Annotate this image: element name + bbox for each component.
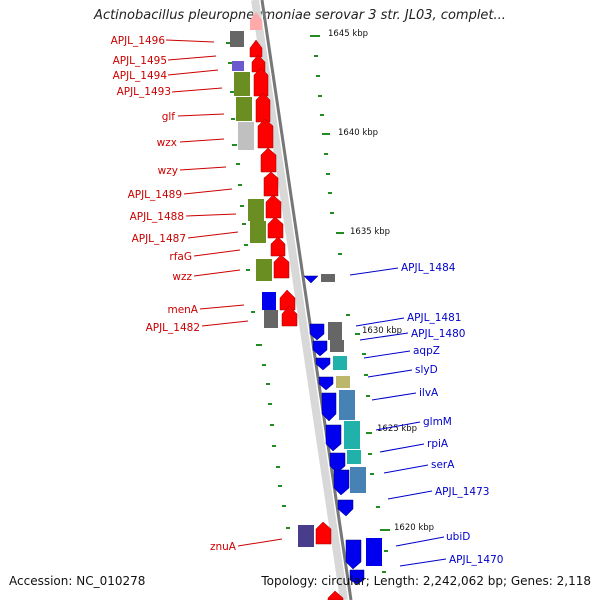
gene-label: serA	[431, 459, 455, 471]
accession-text: Accession: NC_010278	[9, 574, 146, 588]
forward-gene-arrows	[249, 39, 344, 600]
forward-gene-label-texts: APJL_1496 APJL_1495 APJL_1494 APJL_1493 …	[111, 35, 237, 553]
gene-label: rfaG	[169, 251, 192, 263]
forward-gene-labels	[165, 39, 283, 547]
gene-label: wzz	[172, 271, 192, 283]
gene-label: APJL_1487	[132, 233, 186, 245]
gene-label: APJL_1496	[111, 35, 166, 47]
gene-label: wzx	[157, 137, 177, 149]
tick-label: 1620 kbp	[394, 523, 434, 533]
map-title: Actinobacillus pleuropneumoniae serovar …	[94, 8, 506, 23]
gene-label: APJL_1481	[407, 312, 461, 324]
function-boxes-reverse	[321, 274, 382, 566]
gene-label: ubiD	[446, 531, 470, 543]
gene-label: APJL_1480	[411, 328, 465, 340]
gene-label: APJL_1493	[117, 86, 171, 98]
gene-label: ilvA	[419, 387, 439, 399]
gene-label: znuA	[210, 541, 237, 553]
gene-label: APJL_1473	[435, 486, 489, 498]
gene-label: glf	[162, 111, 176, 123]
gene-label: slyD	[415, 364, 438, 376]
gene-label: APJL_1470	[449, 554, 503, 566]
gene-label: APJL_1494	[113, 70, 168, 82]
gc-ticks	[226, 35, 390, 573]
tick-label: 1625 kbp	[377, 424, 417, 434]
gene-label: APJL_1482	[146, 322, 200, 334]
gene-label: aqpZ	[413, 345, 440, 357]
function-boxes-forward	[230, 31, 314, 547]
tick-label: 1635 kbp	[350, 227, 390, 237]
topology-text: Topology: circular; Length: 2,242,062 bp…	[261, 574, 591, 588]
gene-label: APJL_1489	[128, 189, 182, 201]
reverse-gene-arrows	[303, 275, 365, 585]
tick-label: 1630 kbp	[362, 326, 402, 336]
reverse-gene-label-texts: APJL_1484 APJL_1481 APJL_1480 aqpZ slyD …	[401, 262, 503, 566]
gene-label: APJL_1488	[130, 211, 184, 223]
gene-label: APJL_1484	[401, 262, 456, 274]
gene-label: wzy	[158, 165, 178, 177]
tick-label: 1645 kbp	[328, 29, 368, 39]
gene-label: menA	[167, 304, 198, 316]
gene-label: rpiA	[427, 438, 449, 450]
gene-label: glmM	[423, 416, 452, 428]
kbp-tick-labels: 1645 kbp 1640 kbp 1635 kbp 1630 kbp 1625…	[328, 29, 434, 533]
gene-label: APJL_1495	[113, 55, 167, 67]
reverse-gene-labels	[349, 267, 447, 567]
tick-label: 1640 kbp	[338, 128, 378, 138]
